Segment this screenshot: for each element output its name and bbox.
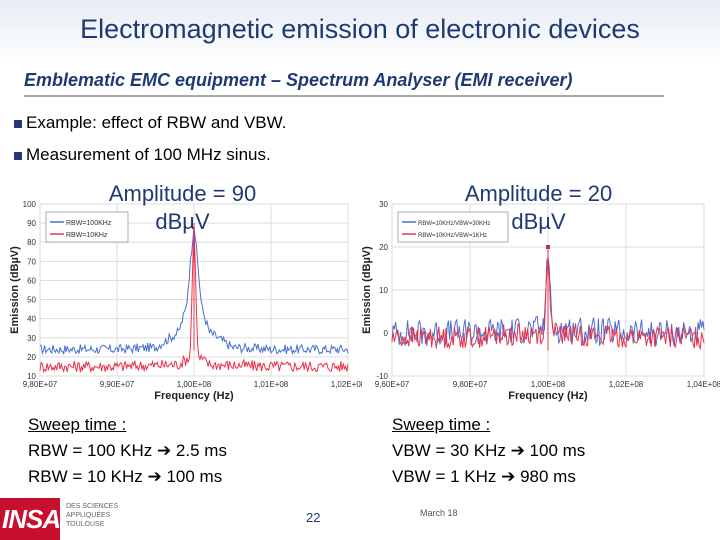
x-axis-label: Frequency (Hz): [154, 390, 234, 402]
left-amplitude-label: Amplitude = 90 dBµV: [108, 181, 257, 234]
y-tick-label: 10: [27, 372, 36, 381]
legend-entry: RBW=10KHz: [66, 232, 108, 239]
x-tick-label: 9,80E+07: [23, 380, 58, 389]
x-tick-label: 9,90E+07: [100, 380, 135, 389]
bullet-2: Measurement of 100 MHz sinus.: [14, 145, 271, 165]
y-tick-label: 30: [27, 334, 36, 343]
y-tick-label: 70: [27, 257, 36, 266]
y-axis-label: Emission (dBµV): [362, 246, 373, 334]
y-tick-label: 10: [379, 286, 388, 295]
logo-red-box: [0, 498, 60, 540]
insa-logo: INSA DES SCIENCES APPLIQUÉES TOULOUSE: [0, 498, 160, 540]
left-sweep-block: Sweep time : RBW = 100 KHz ➔ 2.5 ms RBW …: [28, 412, 258, 490]
logo-subtext: DES SCIENCES APPLIQUÉES TOULOUSE: [66, 502, 118, 529]
page-number: 22: [306, 510, 321, 525]
x-tick-label: 1,02E+08: [609, 380, 644, 389]
right-sweep-line-1: VBW = 30 KHz ➔ 100 ms: [392, 441, 586, 460]
y-tick-label: 0: [384, 329, 389, 338]
y-tick-label: 60: [27, 276, 36, 285]
x-tick-label: 1,00E+08: [531, 380, 566, 389]
peak-marker: [546, 245, 550, 249]
logo-sub-2: APPLIQUÉES: [66, 512, 111, 519]
legend-box: [397, 211, 509, 243]
left-sweep-title: Sweep time :: [28, 415, 127, 434]
legend: RBW=10KHz/VBW=30KHz RBW=10KHz/VBW=1KHz: [397, 211, 509, 243]
legend-entry: RBW=10KHz/VBW=30KHz: [418, 221, 490, 227]
y-axis-label: Emission (dBµV): [9, 246, 21, 334]
bullet-2-text: Measurement of 100 MHz sinus.: [26, 145, 271, 164]
right-sweep-block: Sweep time : VBW = 30 KHz ➔ 100 ms VBW =…: [392, 412, 622, 490]
logo-sub-1: DES SCIENCES: [66, 503, 119, 510]
y-tick-label: 80: [27, 238, 36, 247]
legend: RBW=100KHz RBW=10KHz: [45, 211, 129, 243]
x-tick-label: 9,60E+07: [375, 380, 410, 389]
bullet-square-icon: [14, 119, 22, 128]
left-spectrum-chart: 10 20 30 40 50 60 70 80 90 100 9,80E+07 9,90E+07 1,0…: [9, 200, 362, 402]
legend-entry: RBW=100KHz: [66, 220, 112, 227]
y-tick-label: 90: [27, 219, 36, 228]
y-tick-label: 20: [379, 243, 388, 252]
left-sweep-line-2: RBW = 10 KHz ➔ 100 ms: [28, 467, 223, 486]
left-sweep-line-1: RBW = 100 KHz ➔ 2.5 ms: [28, 441, 227, 460]
page-title: Electromagnetic emission of electronic d…: [80, 14, 640, 44]
bullet-1-text: Example: effect of RBW and VBW.: [26, 113, 287, 132]
right-amplitude-label: Amplitude = 20 dBµV: [464, 181, 613, 234]
y-tick-label: 30: [379, 200, 388, 209]
series-line-2: [39, 223, 349, 374]
x-axis-label: Frequency (Hz): [508, 390, 588, 402]
footer-date: March 18: [420, 508, 458, 518]
logo-text: INSA: [2, 504, 61, 534]
y-tick-label: 20: [27, 353, 36, 362]
x-tick-label: 9,80E+07: [453, 380, 488, 389]
x-tick-label: 1,02E+08: [331, 380, 362, 389]
x-tick-label: 1,01E+08: [254, 380, 289, 389]
right-spectrum-chart: 30 20 10 0 -109,60E+07 9,80E+07 1,00E+08 1,02E+…: [362, 200, 720, 402]
logo-sub-3: TOULOUSE: [66, 521, 105, 528]
x-tick-label: 1,04E+08: [687, 380, 720, 389]
bullet-square-icon: [14, 151, 22, 160]
right-sweep-line-2: VBW = 1 KHz ➔ 980 ms: [392, 467, 576, 486]
right-sweep-title: Sweep time :: [392, 415, 491, 434]
title-bar: [0, 0, 720, 62]
legend-entry: RBW=10KHz/VBW=1KHz: [418, 233, 487, 239]
slide-subtitle: Emblematic EMC equipment – Spectrum Anal…: [24, 70, 664, 97]
x-tick-label: 1,00E+08: [177, 380, 212, 389]
series-line-2: [391, 247, 705, 351]
y-tick-label: -10: [376, 372, 388, 381]
bullet-1: Example: effect of RBW and VBW.: [14, 113, 286, 133]
y-tick-label: 100: [23, 200, 37, 209]
legend-box: [45, 211, 129, 243]
y-tick-label: 40: [27, 315, 36, 324]
y-tick-label: 50: [27, 296, 36, 305]
